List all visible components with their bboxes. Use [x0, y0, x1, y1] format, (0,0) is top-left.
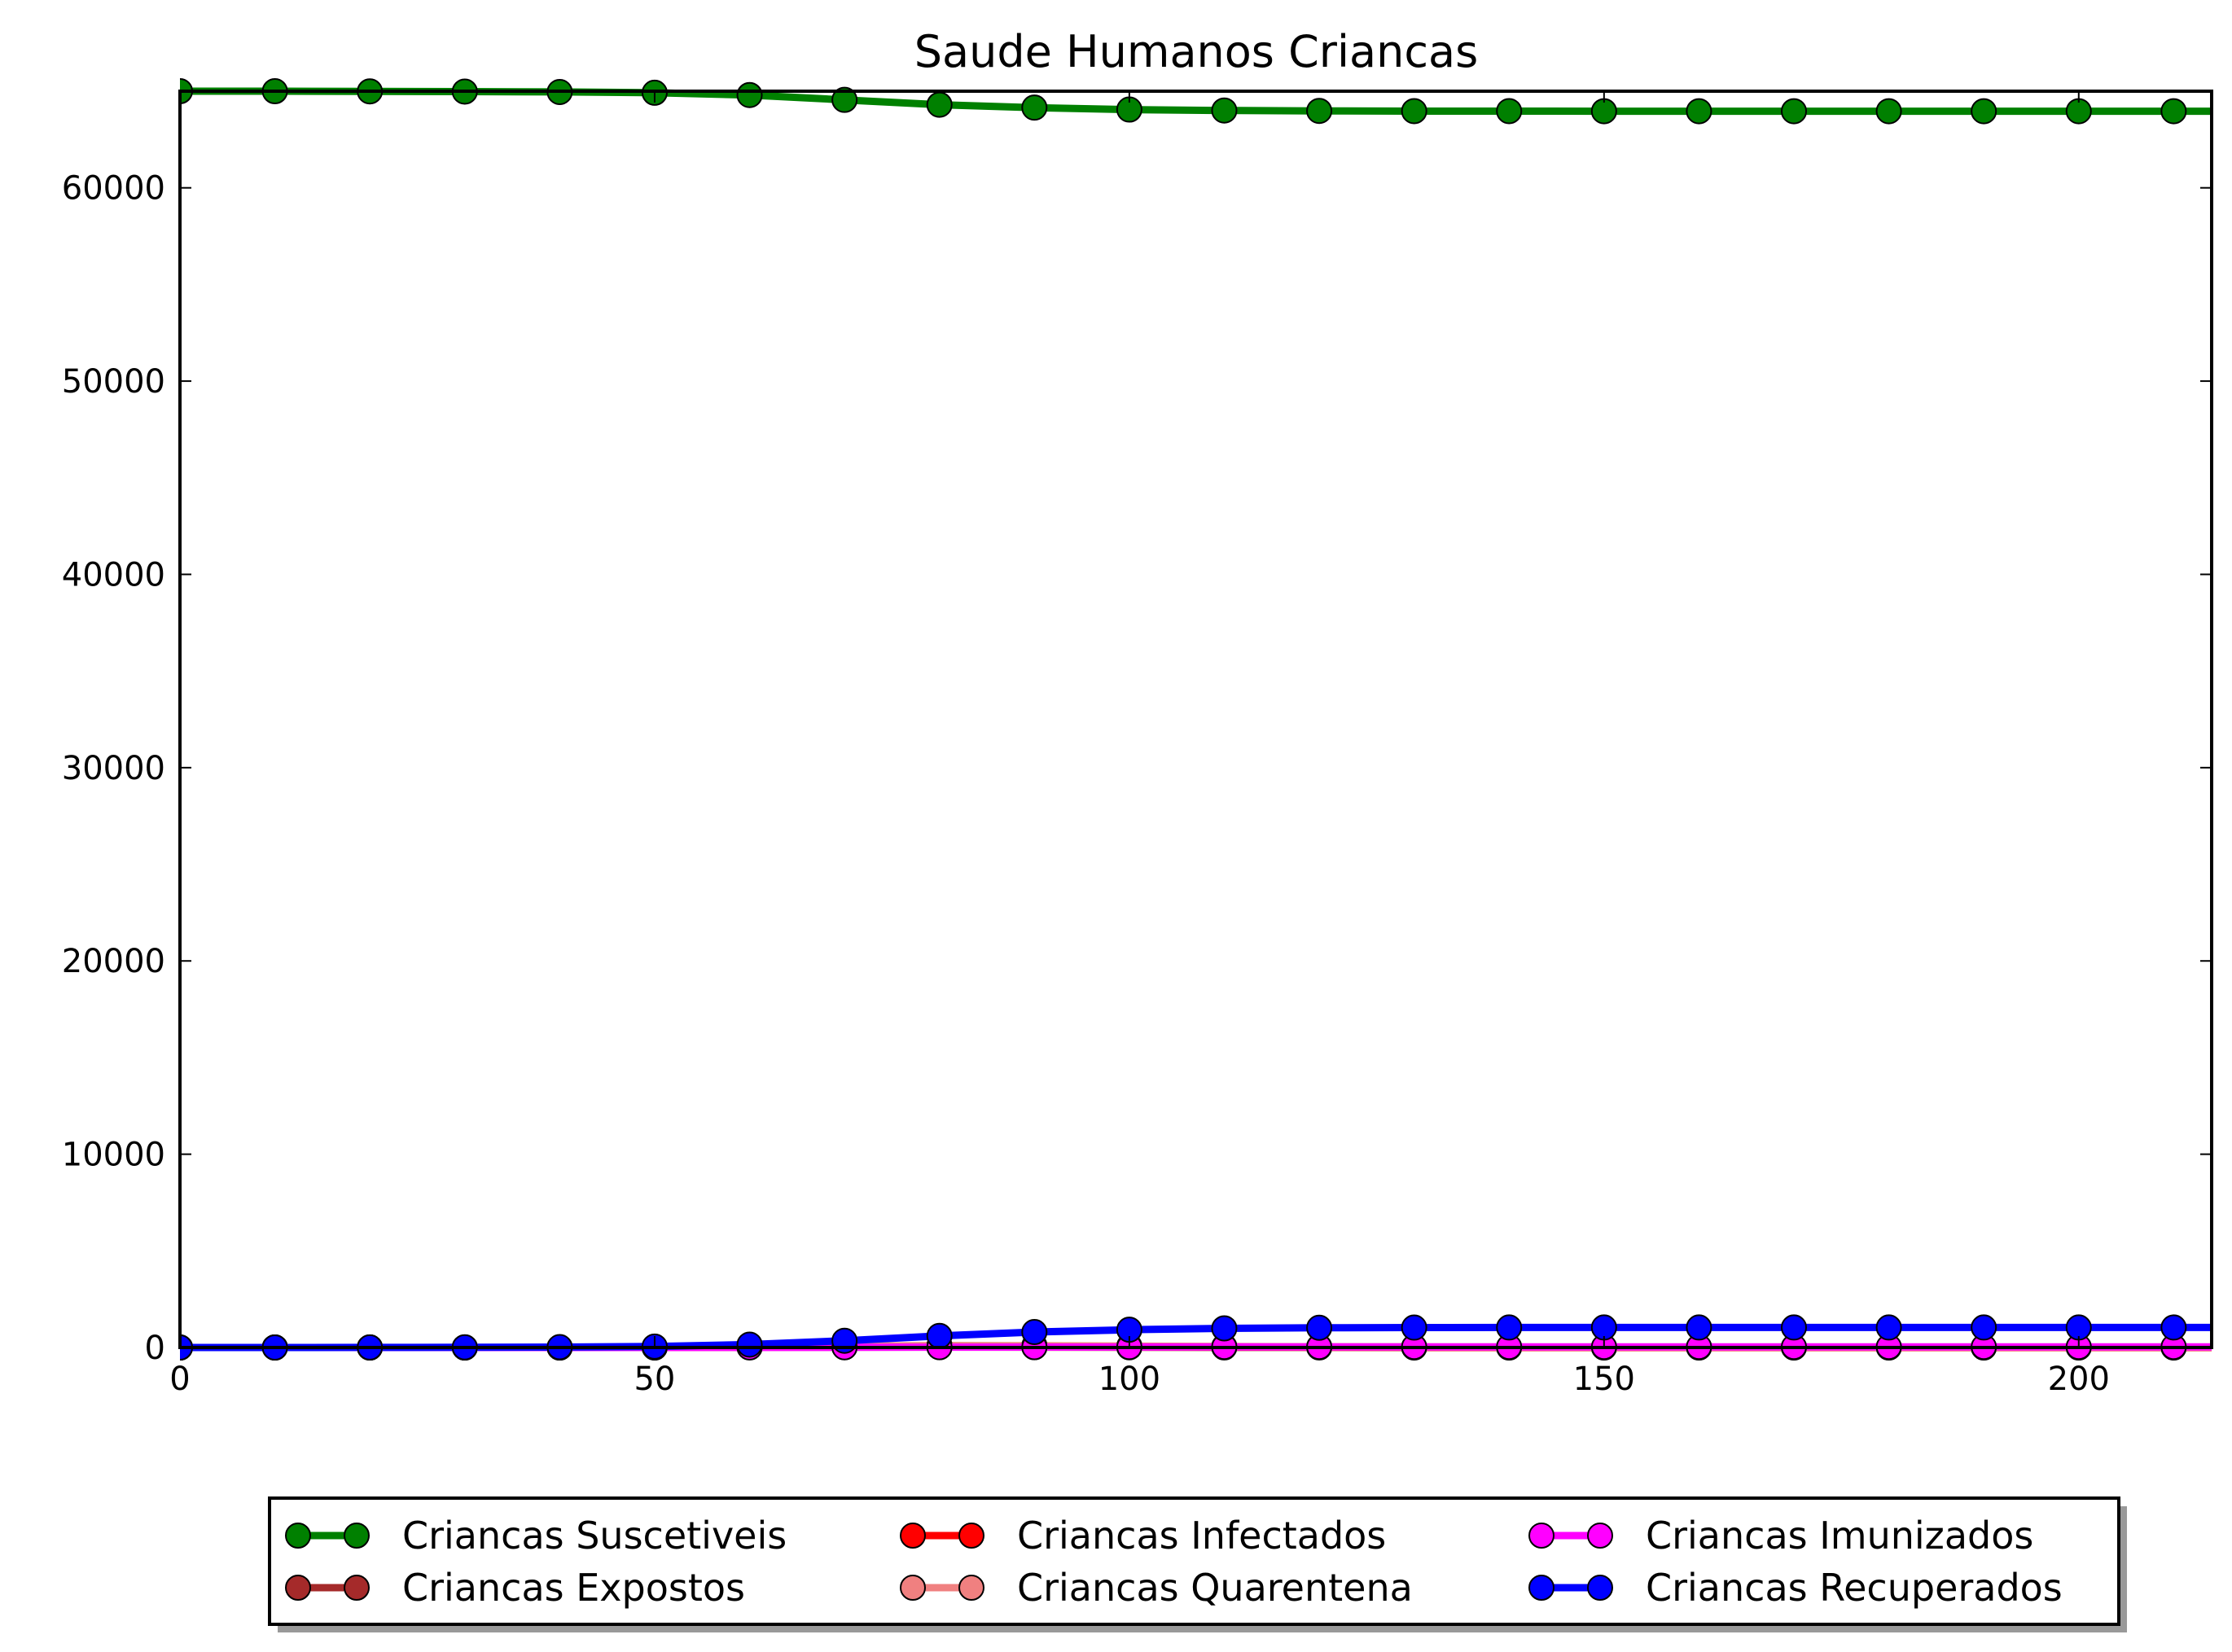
- legend-marker: [344, 1575, 370, 1601]
- data-point: [1306, 98, 1333, 125]
- y-tick-label: 60000: [62, 170, 165, 208]
- data-point: [1496, 1314, 1523, 1341]
- y-tick-label: 0: [145, 1330, 165, 1367]
- data-point: [736, 81, 763, 108]
- data-point: [1875, 1314, 1902, 1341]
- x-tick-label: 150: [1573, 1361, 1635, 1398]
- data-point: [2065, 1314, 2092, 1341]
- plot-frame: [178, 90, 2213, 1349]
- legend-label: Criancas Suscetiveis: [402, 1514, 787, 1558]
- data-point: [1686, 98, 1712, 125]
- legend-entry: Criancas Expostos: [285, 1566, 745, 1610]
- data-point: [1021, 1319, 1048, 1346]
- x-tick-label: 50: [634, 1361, 675, 1398]
- legend-marker: [285, 1575, 311, 1601]
- legend-entry: Criancas Recuperados: [1528, 1566, 2063, 1610]
- data-point: [2160, 98, 2187, 125]
- y-tick-label: 50000: [62, 363, 165, 401]
- data-point: [1686, 1314, 1712, 1341]
- legend-entry: Criancas Suscetiveis: [285, 1514, 787, 1558]
- data-point: [1875, 98, 1902, 125]
- legend-entry: Criancas Imunizados: [1528, 1514, 2033, 1558]
- axes-layer: 0 50 100 150 200 0 10000 20000 30000 40000 50000 60…: [62, 91, 2212, 1398]
- legend-marker: [344, 1523, 370, 1549]
- legend-marker: [1528, 1523, 1555, 1549]
- legend-label: Criancas Imunizados: [1646, 1514, 2033, 1558]
- data-point: [736, 1331, 763, 1358]
- legend-marker: [1587, 1523, 1613, 1549]
- data-point: [1401, 98, 1427, 125]
- legend-label: Criancas Recuperados: [1646, 1566, 2063, 1610]
- data-point: [1401, 1314, 1427, 1341]
- legend-label: Criancas Infectados: [1017, 1514, 1386, 1558]
- y-tick-label: 30000: [62, 750, 165, 787]
- data-point: [1781, 98, 1808, 125]
- data-point: [831, 1327, 858, 1354]
- data-point: [926, 1322, 953, 1349]
- data-point: [1211, 1315, 1238, 1342]
- x-tick-label: 200: [2048, 1361, 2110, 1398]
- legend-marker: [1587, 1575, 1613, 1601]
- data-point: [1496, 98, 1523, 125]
- legend-marker: [1528, 1575, 1555, 1601]
- data-point: [1971, 1314, 1997, 1341]
- y-tick-label: 20000: [62, 943, 165, 980]
- data-point: [831, 86, 858, 113]
- data-point: [1211, 97, 1238, 124]
- legend-entry: Criancas Infectados: [900, 1514, 1386, 1558]
- legend-label: Criancas Quarentena: [1017, 1566, 1413, 1610]
- legend-marker: [900, 1523, 926, 1549]
- data-point: [1971, 98, 1997, 125]
- legend-marker: [958, 1523, 984, 1549]
- legend: Criancas Suscetiveis Criancas Expostos Cri…: [268, 1496, 2127, 1632]
- y-tick-label: 10000: [62, 1137, 165, 1174]
- legend-marker: [285, 1523, 311, 1549]
- legend-frame: [268, 1496, 2120, 1626]
- x-tick-label: 0: [169, 1361, 190, 1398]
- data-point: [1590, 1314, 1617, 1341]
- legend-entry: Criancas Quarentena: [900, 1566, 1413, 1610]
- legend-label: Criancas Expostos: [402, 1566, 745, 1610]
- data-point: [2065, 98, 2092, 125]
- data-point: [1306, 1314, 1333, 1341]
- chart-title: Saude Humanos Criancas: [914, 26, 1478, 77]
- legend-marker: [958, 1575, 984, 1601]
- data-point: [1590, 98, 1617, 125]
- x-tick-label: 100: [1098, 1361, 1160, 1398]
- data-point: [1021, 94, 1048, 121]
- data-point: [1781, 1314, 1808, 1341]
- legend-marker: [900, 1575, 926, 1601]
- y-tick-label: 40000: [62, 556, 165, 594]
- data-point: [926, 91, 953, 118]
- data-point: [2160, 1314, 2187, 1341]
